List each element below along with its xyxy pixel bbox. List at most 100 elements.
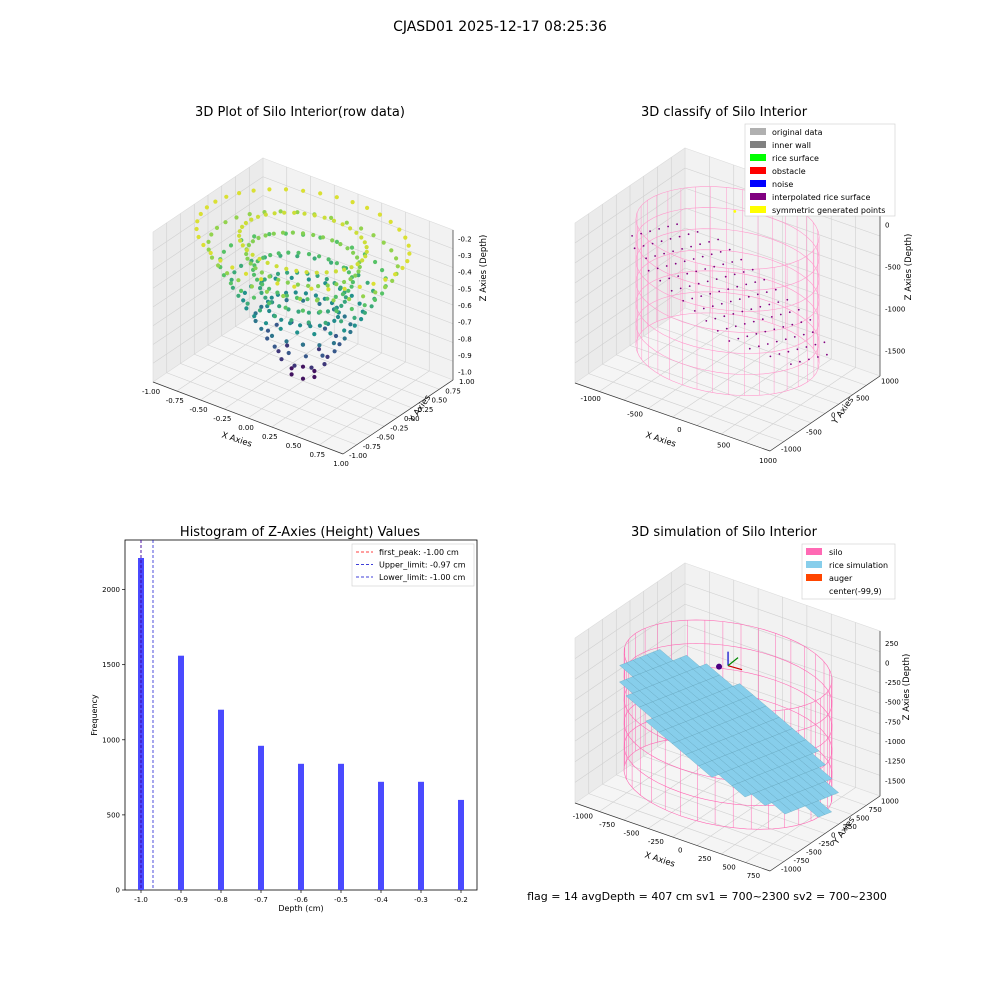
raw-y-axis-line [342, 379, 454, 455]
raw-data-point [276, 251, 281, 256]
classify-x-tick: 0 [677, 426, 681, 434]
classify-x-tick: -1000 [581, 395, 601, 403]
interpolated-surface-point [633, 247, 636, 250]
interpolated-surface-point [678, 235, 681, 238]
raw-data-point [357, 284, 362, 289]
raw-data-point [325, 354, 330, 359]
histogram-bar [178, 655, 184, 890]
raw-data-point [258, 286, 263, 291]
interpolated-surface-point [687, 233, 690, 236]
raw-data-point [364, 245, 369, 250]
interpolated-surface-point [716, 330, 719, 332]
interpolated-surface-point [763, 278, 766, 281]
raw-data-point [289, 275, 294, 280]
classify-grid-line [657, 326, 853, 396]
raw-x-tick: -1.00 [142, 388, 160, 396]
simulation-legend-label: rice simulation [829, 561, 888, 570]
raw-data-point [253, 266, 258, 271]
interpolated-surface-point [731, 261, 734, 263]
interpolated-surface-point [782, 326, 785, 328]
raw-data-point [317, 301, 322, 306]
raw-data-point [274, 264, 279, 269]
classify-x-tick: -500 [627, 411, 643, 419]
raw-data-point [276, 277, 281, 282]
simulation-y-tick: -250 [819, 840, 835, 848]
raw-point-cloud [194, 187, 412, 381]
raw-data-point [326, 257, 331, 262]
simulation-legend-label: silo [829, 548, 843, 557]
raw-z-tick: -0.8 [458, 335, 472, 343]
raw-data-point [317, 343, 322, 348]
raw-data-point [241, 298, 246, 303]
raw-data-point [344, 220, 349, 225]
raw-data-point [345, 246, 350, 251]
raw-data-point [244, 306, 249, 311]
panel-classify-3d-plot: -1000 -500 0 500 1000 -1000 -500 0 500 1000 0 -500 -… [574, 105, 914, 465]
interpolated-surface-point [740, 258, 743, 261]
raw-data-point [325, 283, 330, 288]
raw-data-point [316, 347, 322, 352]
raw-data-point [349, 265, 354, 270]
classify-grid-line [696, 350, 808, 426]
interpolated-surface-point [682, 299, 685, 302]
classify-z-tick: 0 [885, 221, 889, 229]
raw-data-point [214, 225, 220, 230]
raw-data-point [360, 258, 365, 263]
raw-data-point [253, 318, 258, 324]
raw-grid-line [319, 370, 430, 446]
interpolated-surface-point [725, 327, 728, 330]
raw-data-point [342, 336, 347, 341]
raw-data-point [403, 235, 408, 240]
raw-data-point [267, 187, 272, 192]
raw-data-point [311, 232, 316, 238]
raw-data-point [348, 226, 353, 231]
classify-legend: original data inner wall rice surface obsta… [744, 123, 896, 217]
classify-legend-label: obstacle [772, 167, 806, 176]
raw-x-tick: -0.75 [166, 397, 184, 405]
raw-data-point [248, 261, 253, 266]
raw-data-point [390, 278, 395, 283]
raw-data-point [263, 233, 268, 238]
histogram-bars [138, 558, 464, 890]
simulation-grid-line [745, 787, 856, 863]
raw-x-tick: 1.00 [333, 460, 349, 468]
interpolated-surface-point [715, 278, 718, 280]
raw-data-point [380, 268, 385, 273]
raw-data-point [334, 239, 339, 244]
interpolated-surface-point [701, 255, 704, 258]
histogram-x-tick-label: -0.5 [334, 896, 348, 904]
raw-data-point [265, 328, 271, 333]
interpolated-surface-point [717, 238, 719, 241]
raw-data-point [267, 286, 272, 291]
interpolated-surface-point [826, 353, 828, 356]
raw-data-point [365, 205, 370, 210]
interpolated-surface-point [774, 288, 777, 291]
interpolated-surface-point [768, 303, 771, 306]
raw-data-point [284, 298, 289, 303]
interpolated-surface-point [720, 302, 723, 305]
simulation-y-tick: 0 [831, 832, 835, 840]
classify-legend-label: interpolated rice surface [772, 193, 870, 202]
raw-data-point [394, 256, 399, 261]
raw-data-point [346, 288, 351, 293]
figure-suptitle: CJASD01 2025-12-17 08:25:36 [393, 19, 607, 35]
raw-data-point [300, 231, 306, 236]
simulation-y-tick: 750 [869, 806, 882, 814]
interpolated-surface-point [742, 271, 745, 273]
raw-data-point [276, 349, 281, 354]
classify-grid-line [574, 187, 686, 264]
classify-legend-swatch [750, 167, 766, 174]
raw-data-point [284, 266, 289, 271]
interpolated-surface-point [659, 279, 662, 282]
classify-y-tick: 1000 [881, 377, 899, 385]
raw-data-point [306, 252, 312, 257]
raw-data-point [348, 322, 353, 327]
raw-data-point [405, 259, 410, 264]
raw-data-point [242, 290, 247, 295]
raw-data-point [343, 295, 348, 300]
raw-data-point [263, 321, 269, 326]
interpolated-surface-point [754, 281, 757, 283]
raw-data-point [246, 243, 251, 248]
raw-data-point [407, 251, 412, 256]
panel-simulation-3d-plot: -1000-750-500-2500250500750-1000-750-500… [573, 525, 912, 880]
